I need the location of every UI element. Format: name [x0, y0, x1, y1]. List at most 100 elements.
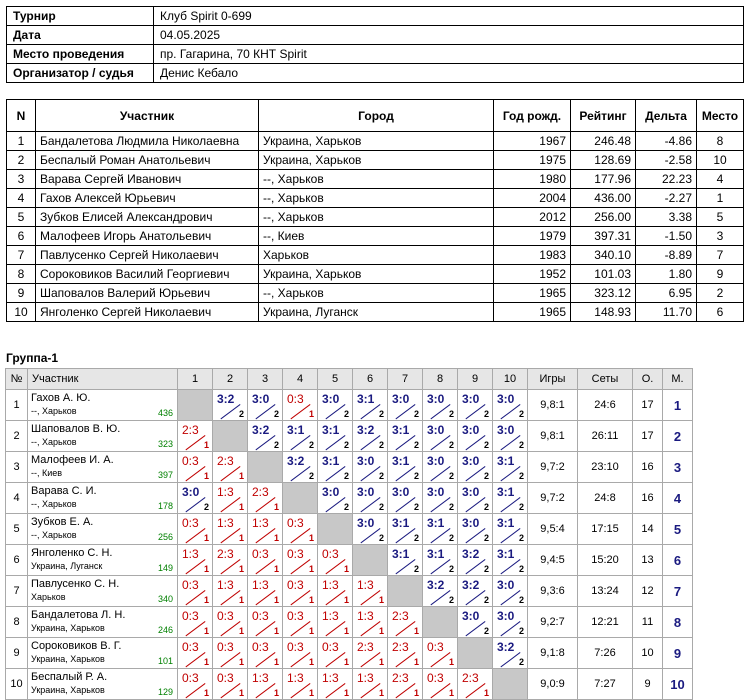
participant-cell: 8 — [6, 264, 36, 284]
match-points: 2 — [448, 595, 454, 605]
match-points: 1 — [343, 688, 349, 698]
match-score: 2:3 — [392, 640, 409, 654]
row-number: 3 — [5, 451, 28, 483]
match-result: 3:1 2 — [387, 544, 423, 576]
match-score: 0:3 — [287, 640, 304, 654]
match-score: 0:3 — [287, 516, 304, 530]
place-value: 1 — [662, 389, 693, 421]
result-slash-icon — [255, 497, 276, 513]
row-number: 10 — [5, 668, 28, 700]
participant-cell: 10 — [6, 302, 36, 322]
match-score: 3:0 — [357, 516, 375, 530]
result-slash-icon — [430, 404, 451, 420]
participants-header-cell: Рейтинг — [570, 99, 636, 132]
match-points: 2 — [378, 409, 384, 419]
info-label: Место проведения — [6, 44, 154, 64]
match-points: 2 — [448, 564, 454, 574]
participant-cell: 6.95 — [635, 283, 697, 303]
match-result: 0:3 1 — [317, 544, 353, 576]
match-result: 0:3 1 — [247, 544, 283, 576]
participant-cell: Сороковиков Василий Георгиевич — [35, 264, 259, 284]
match-points: 1 — [238, 626, 244, 636]
participant-cell: 3 — [696, 226, 744, 246]
result-slash-icon — [290, 435, 311, 451]
match-points: 1 — [308, 533, 314, 543]
result-slash-icon — [325, 466, 346, 482]
result-slash-icon — [500, 590, 521, 606]
participant-cell: Украина, Луганск — [258, 302, 494, 322]
match-points: 2 — [413, 471, 419, 481]
games-value: 9,4:5 — [527, 544, 578, 576]
match-result: 0:3 1 — [177, 513, 213, 545]
match-result: 3:2 2 — [212, 389, 248, 421]
result-slash-icon — [255, 590, 276, 606]
match-score: 3:0 — [427, 423, 445, 437]
points-value: 12 — [632, 575, 663, 607]
match-score: 3:0 — [427, 454, 445, 468]
participant-cell: 1.80 — [635, 264, 697, 284]
match-result: 3:0 2 — [492, 420, 528, 452]
player-name: Шаповалов В. Ю. — [31, 423, 121, 435]
participant-cell: -8.89 — [635, 245, 697, 265]
match-result: 1:3 1 — [247, 575, 283, 607]
place-value: 4 — [662, 482, 693, 514]
info-row: Организатор / судья Денис Кебало — [6, 63, 744, 83]
match-result: 2:3 1 — [387, 668, 423, 700]
match-points: 2 — [448, 533, 454, 543]
result-slash-icon — [430, 435, 451, 451]
result-slash-icon — [185, 466, 206, 482]
match-result: 2:3 1 — [212, 451, 248, 483]
result-slash-icon — [255, 652, 276, 668]
match-points: 1 — [378, 595, 384, 605]
match-points: 1 — [238, 657, 244, 667]
match-result: 0:3 1 — [212, 668, 248, 700]
points-value: 16 — [632, 482, 663, 514]
result-slash-icon — [465, 559, 486, 575]
match-result: 3:0 2 — [352, 482, 388, 514]
match-score: 2:3 — [357, 640, 374, 654]
points-value: 9 — [632, 668, 663, 700]
tournament-info-table: Турнир Клуб Spirit 0-699 Дата 04.05.2025 Мес… — [6, 6, 744, 83]
match-points: 1 — [308, 595, 314, 605]
crosstable-header-points: О. — [632, 368, 663, 390]
participants-header-row: N Участник Город Год рожд. Рейтинг Дельта Мест… — [6, 99, 744, 132]
match-result: 3:0 2 — [177, 482, 213, 514]
match-points: 1 — [238, 471, 244, 481]
info-row: Дата 04.05.2025 — [6, 25, 744, 45]
participant-cell: 7 — [6, 245, 36, 265]
match-score: 2:3 — [217, 547, 234, 561]
match-points: 1 — [378, 688, 384, 698]
result-slash-icon — [325, 435, 346, 451]
result-slash-icon — [500, 466, 521, 482]
match-points: 1 — [238, 502, 244, 512]
match-score: 0:3 — [182, 516, 199, 530]
result-slash-icon — [255, 559, 276, 575]
info-value: 04.05.2025 — [153, 25, 744, 45]
match-points: 1 — [238, 533, 244, 543]
player-rating: 129 — [157, 687, 173, 697]
match-score: 2:3 — [217, 454, 234, 468]
points-value: 11 — [632, 606, 663, 638]
info-value: Клуб Spirit 0-699 — [153, 6, 744, 26]
match-points: 1 — [273, 626, 279, 636]
match-points: 2 — [448, 409, 454, 419]
participant-cell: 6 — [696, 302, 744, 322]
match-score: 3:0 — [427, 392, 445, 406]
match-result: 0:3 1 — [212, 637, 248, 669]
points-value: 16 — [632, 451, 663, 483]
match-result: 1:3 1 — [247, 668, 283, 700]
match-score: 3:0 — [357, 454, 375, 468]
result-slash-icon — [500, 497, 521, 513]
match-result: 3:0 2 — [457, 513, 493, 545]
match-points: 2 — [203, 502, 209, 512]
info-value: Денис Кебало — [153, 63, 744, 83]
result-slash-icon — [220, 559, 241, 575]
match-result: 1:3 1 — [352, 668, 388, 700]
place-value: 5 — [662, 513, 693, 545]
match-result: 3:0 2 — [457, 451, 493, 483]
match-score: 2:3 — [392, 609, 409, 623]
participants-header-cell: N — [6, 99, 36, 132]
sets-value: 24:6 — [577, 389, 633, 421]
participant-cell: 5 — [696, 207, 744, 227]
participants-header-cell: Дельта — [635, 99, 697, 132]
